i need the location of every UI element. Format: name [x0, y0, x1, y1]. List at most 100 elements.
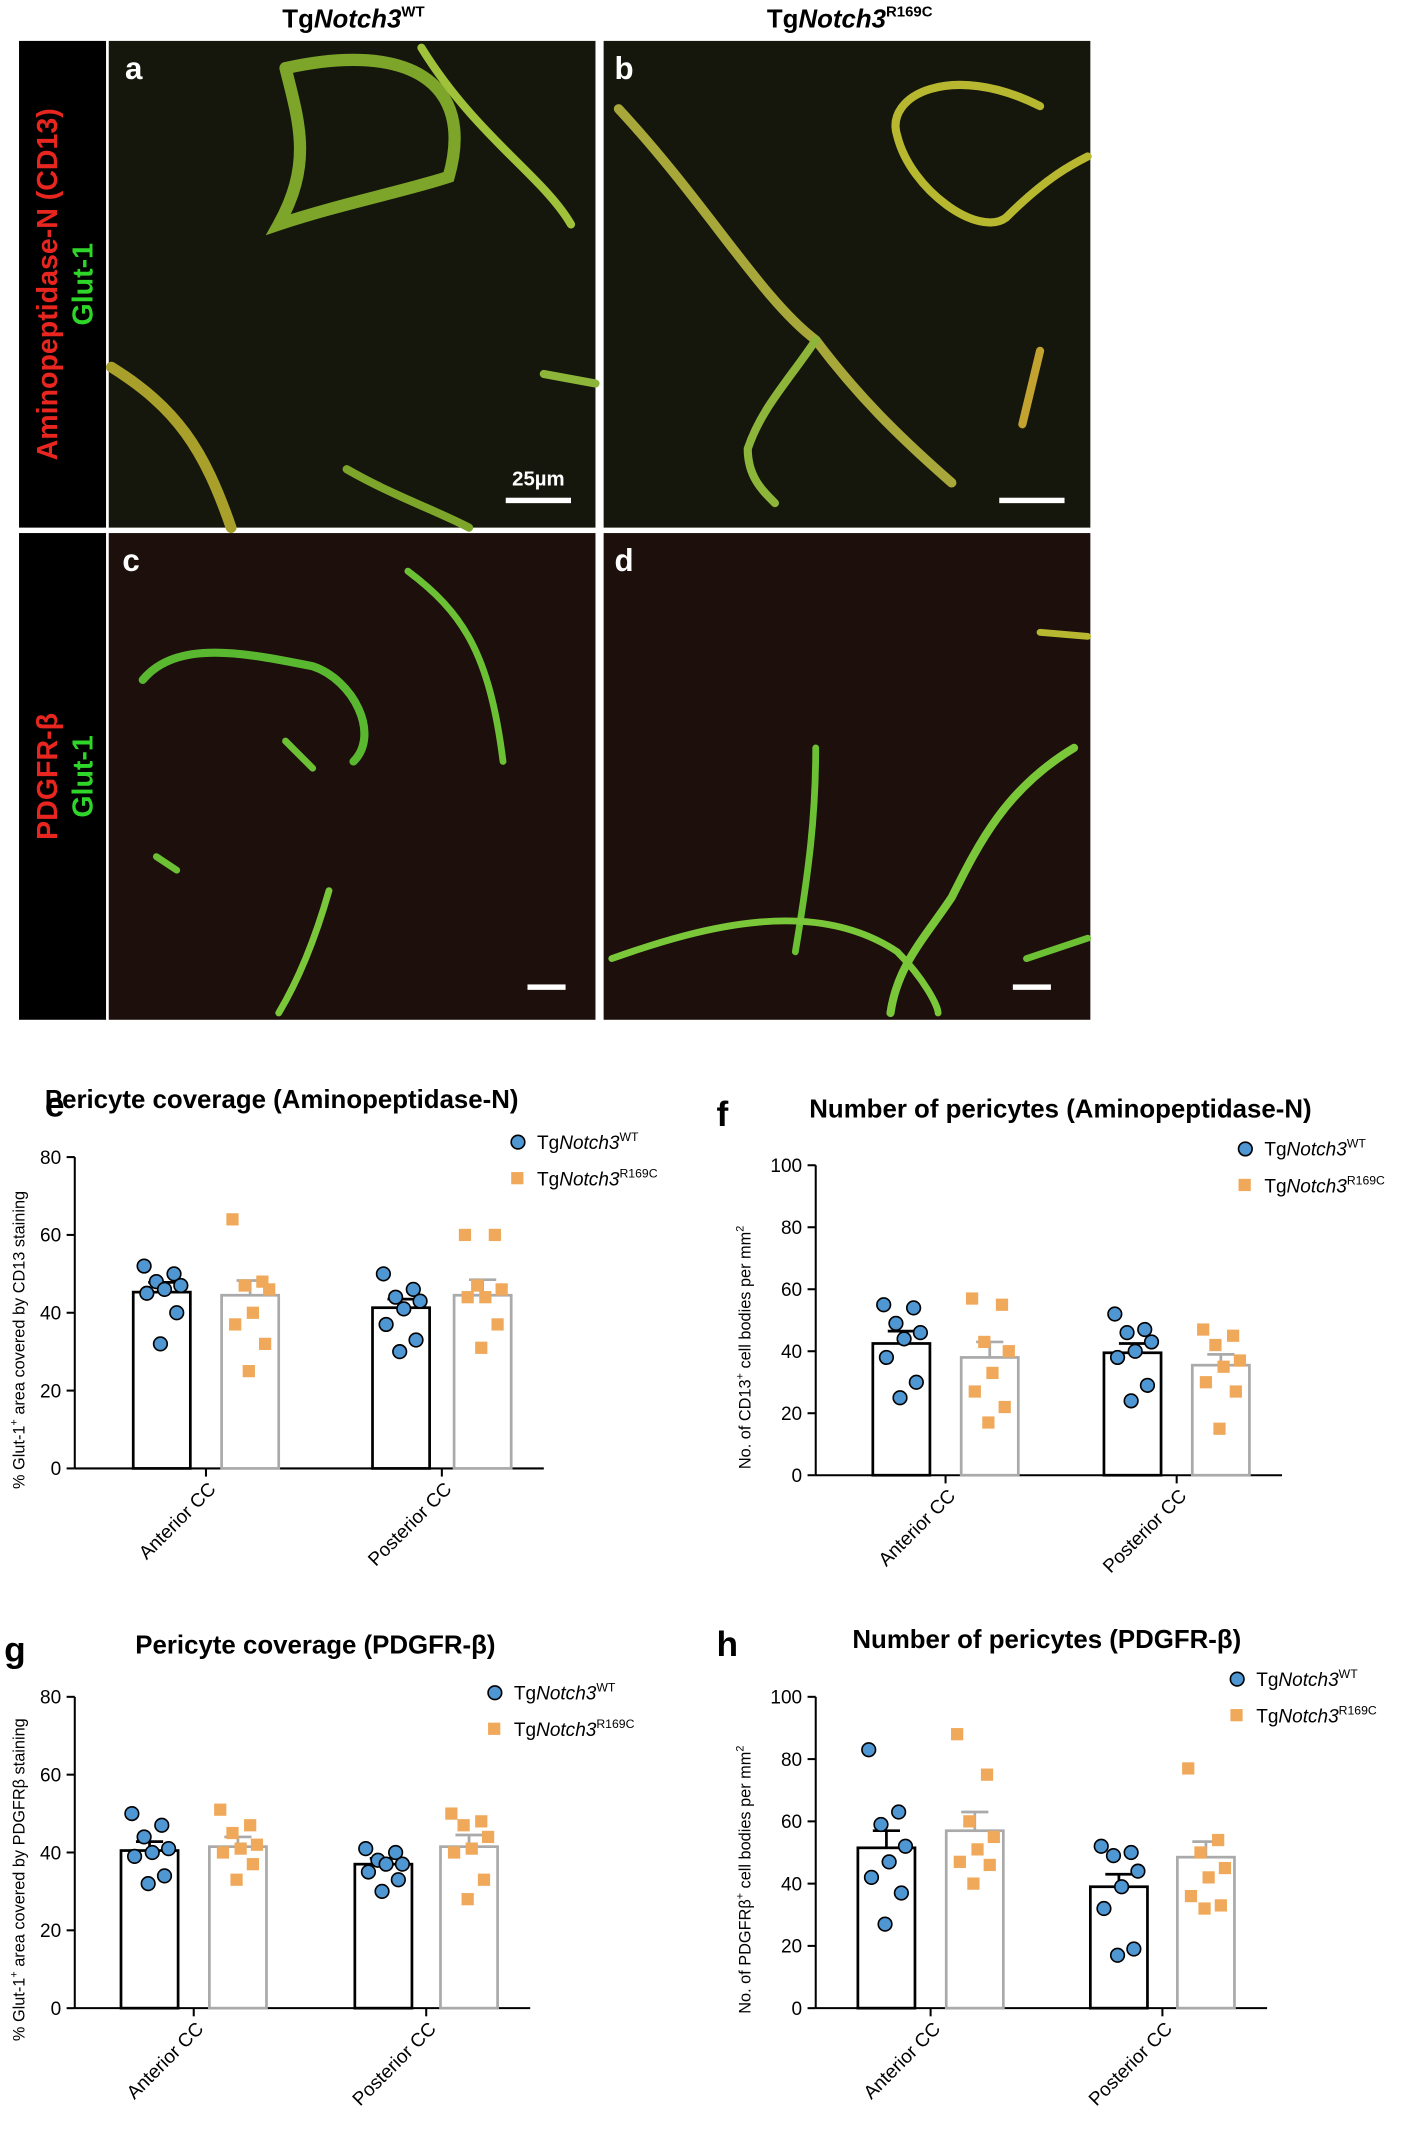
data-point [963, 1815, 976, 1828]
legend-label: TgNotch3R169C [514, 1717, 635, 1741]
data-point [967, 1877, 980, 1890]
panel-letter: g [4, 1630, 26, 1669]
data-point [244, 1819, 257, 1832]
data-point [1093, 1838, 1109, 1854]
row-label: PDGFR-β [32, 713, 64, 840]
data-point [968, 1385, 981, 1398]
chart-title: Pericyte coverage (PDGFR-β) [135, 1631, 495, 1659]
data-point [166, 1266, 182, 1282]
legend-marker [1238, 1178, 1251, 1192]
data-point [378, 1316, 394, 1333]
data-point [897, 1838, 914, 1854]
data-point [457, 1819, 470, 1832]
legend-label: TgNotch3WT [537, 1130, 639, 1154]
data-point [375, 1266, 392, 1282]
data-point [124, 1805, 140, 1822]
data-point [139, 1285, 155, 1301]
data-point [214, 1803, 227, 1816]
x-tick-label: Anterior CC [123, 2018, 208, 2103]
panel-letter: c [122, 543, 139, 578]
data-point [1213, 1422, 1226, 1435]
data-point [1107, 1306, 1123, 1322]
data-point [1209, 1338, 1222, 1352]
y-tick-label: 0 [792, 1466, 803, 1487]
data-point [1096, 1900, 1112, 1917]
chart: f Number of pericytes (Aminopeptidase-N) N… [716, 1095, 1385, 1578]
data-point [998, 1400, 1011, 1414]
legend-label: TgNotch3WT [514, 1680, 616, 1704]
y-tick-label: 60 [40, 1765, 61, 1786]
data-point [229, 1318, 242, 1331]
data-point [126, 1848, 143, 1864]
data-point [169, 1305, 185, 1321]
legend-marker [1237, 1141, 1253, 1157]
data-point [861, 1742, 877, 1758]
micrograph [603, 533, 1092, 1020]
legend-label: TgNotch3R169C [1264, 1173, 1385, 1197]
data-point [1130, 1863, 1146, 1879]
data-point [1105, 1847, 1122, 1864]
y-tick-label: 100 [770, 1688, 802, 1709]
data-point [908, 1374, 924, 1390]
data-point [447, 1846, 461, 1859]
y-tick-label: 20 [40, 1921, 61, 1942]
data-point [246, 1858, 259, 1871]
data-point [230, 1873, 243, 1886]
bar [208, 1845, 268, 2010]
panel-letter: e [45, 1085, 65, 1124]
legend-marker [488, 1722, 501, 1735]
data-point [445, 1807, 458, 1820]
data-point [242, 1365, 255, 1378]
legend-marker [487, 1685, 503, 1701]
data-point [980, 1768, 994, 1781]
data-point [983, 1858, 996, 1872]
x-tick-label: Posterior CC [364, 1479, 456, 1571]
data-point [461, 1291, 474, 1304]
data-point [160, 1840, 177, 1857]
data-point [1202, 1871, 1215, 1884]
column-header: TgNotch3R169C [767, 3, 933, 33]
data-point [1114, 1879, 1130, 1895]
panel-letter: h [716, 1625, 738, 1664]
label-strip [19, 40, 107, 528]
data-point [982, 1416, 995, 1429]
data-point [912, 1325, 929, 1341]
data-point [1126, 1941, 1142, 1957]
y-tick-label: 80 [781, 1218, 802, 1239]
data-point [458, 1228, 472, 1242]
data-point [491, 1318, 504, 1331]
legend-marker [510, 1134, 526, 1150]
y-axis-label: % Glut-1+ area covered by CD13 staining [9, 1191, 29, 1489]
data-point [888, 1315, 904, 1331]
data-point [246, 1306, 259, 1319]
x-tick-label: Anterior CC [860, 2018, 945, 2103]
data-point [1182, 1762, 1195, 1775]
legend-label: TgNotch3R169C [1256, 1704, 1377, 1728]
y-tick-label: 20 [781, 1404, 802, 1425]
data-point [156, 1281, 173, 1298]
y-tick-label: 80 [40, 1148, 61, 1169]
label-strip [19, 533, 107, 1020]
bar [871, 1342, 932, 1477]
data-point [873, 1816, 889, 1833]
bar [371, 1306, 431, 1470]
legend-label: TgNotch3R169C [537, 1166, 658, 1190]
data-point [263, 1283, 276, 1296]
data-point [905, 1300, 922, 1316]
panel-letter: a [125, 51, 143, 86]
data-point [893, 1885, 909, 1901]
y-tick-label: 20 [781, 1937, 802, 1958]
chart-title: Number of pericytes (PDGFR-β) [852, 1626, 1241, 1654]
row-label: Glut-1 [67, 735, 99, 818]
data-point [258, 1337, 272, 1351]
data-point [1002, 1345, 1015, 1358]
data-point [471, 1279, 484, 1292]
data-point [950, 1728, 964, 1741]
data-point [877, 1916, 893, 1932]
data-point [479, 1291, 492, 1304]
data-point [1143, 1334, 1160, 1350]
data-point [1197, 1323, 1210, 1336]
panel-letter: f [716, 1095, 728, 1134]
